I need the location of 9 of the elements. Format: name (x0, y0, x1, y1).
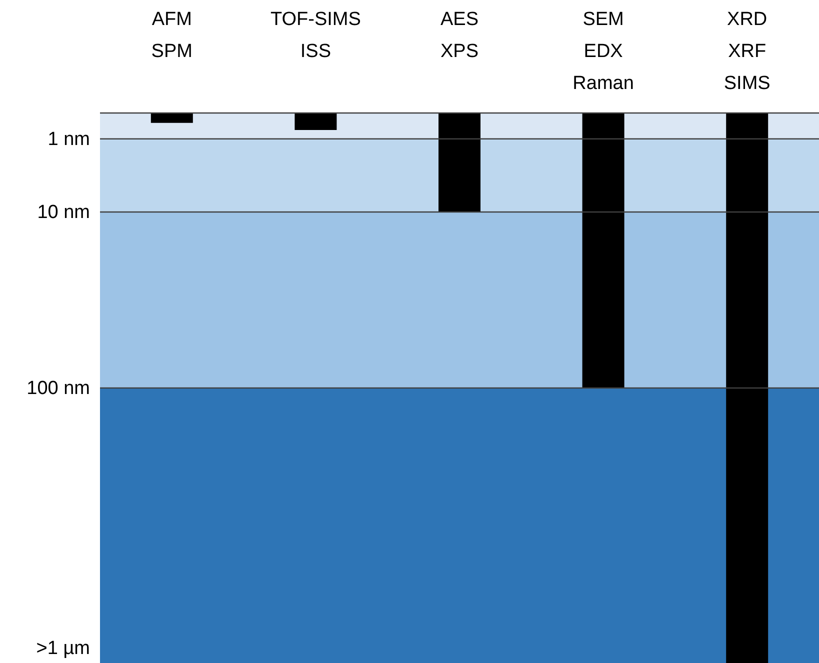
ref-line-label: 1 nm (48, 128, 90, 150)
x-tick-label: AES XPS (440, 9, 479, 62)
x-tick-label: XRD XRF SIMS (724, 9, 770, 94)
x-tick-label: TOF-SIMS ISS (270, 9, 361, 62)
ref-line-label: 100 nm (26, 378, 90, 399)
x-tick-label: SEM EDX Raman (572, 9, 634, 94)
text: >1 µm (36, 638, 90, 659)
ref-line-label: 10 nm (37, 202, 90, 223)
x-tick-label: AFM SPM (151, 9, 192, 62)
